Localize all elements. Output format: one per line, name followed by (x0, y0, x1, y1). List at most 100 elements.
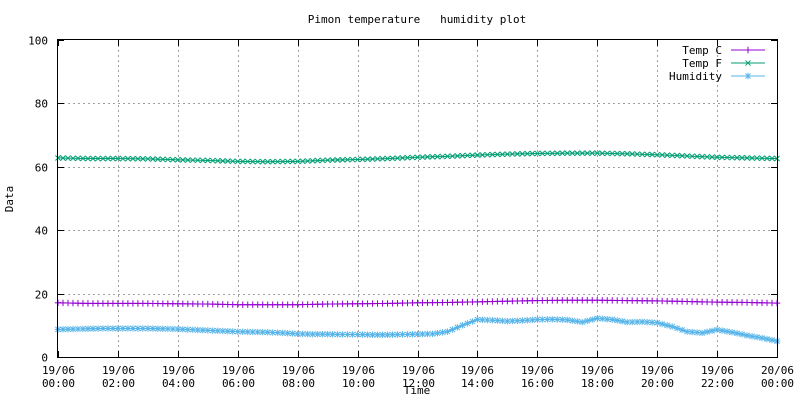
data-point (743, 332, 751, 339)
data-point (274, 158, 281, 165)
grid (58, 40, 777, 357)
data-point (579, 150, 586, 157)
x-tick-label-time: 18:00 (581, 377, 614, 390)
data-point (459, 322, 466, 329)
data-point (728, 329, 736, 336)
data-point (314, 157, 321, 164)
data-point (554, 150, 561, 157)
data-point (419, 154, 426, 161)
data-point (509, 151, 516, 157)
data-point (119, 155, 126, 162)
data-point (384, 155, 391, 162)
data-point (639, 151, 646, 158)
data-point (609, 150, 616, 157)
data-point (209, 157, 216, 164)
data-point (663, 322, 671, 329)
x-tick-label-date: 19/06 (402, 364, 435, 377)
data-point (704, 153, 711, 160)
data-point (234, 158, 241, 165)
data-point (154, 156, 161, 163)
data-point (539, 150, 546, 157)
legend-label: Temp F (682, 57, 722, 70)
data-point (264, 158, 271, 165)
data-point (684, 153, 691, 159)
data-point (544, 150, 551, 157)
x-tick-label-date: 20/06 (761, 364, 794, 377)
y-tick-label: 80 (35, 98, 48, 111)
data-point (219, 158, 226, 164)
data-point (609, 316, 616, 323)
data-point (464, 320, 471, 327)
data-point (524, 317, 531, 324)
data-point (469, 318, 476, 325)
data-point (434, 329, 441, 337)
data-point (599, 150, 606, 157)
data-point (514, 317, 521, 324)
x-tick-label-date: 19/06 (461, 364, 494, 377)
x-tick-label-date: 19/06 (222, 364, 255, 377)
data-point (614, 150, 621, 157)
x-tick-label-date: 19/06 (701, 364, 734, 377)
data-point (399, 331, 406, 338)
data-point (229, 158, 236, 165)
data-point (169, 156, 176, 163)
x-tick-label-time: 02:00 (102, 377, 135, 390)
data-point (454, 324, 461, 331)
data-point (134, 155, 141, 162)
data-point (564, 150, 571, 157)
data-point (59, 326, 67, 333)
data-point (244, 158, 251, 165)
data-point (769, 155, 775, 162)
data-point (589, 150, 596, 157)
data-point (184, 157, 191, 163)
x-tick-label-time: 00:00 (761, 377, 794, 390)
data-point (764, 155, 770, 162)
data-point (129, 155, 136, 162)
data-point (594, 150, 601, 157)
data-point (619, 318, 626, 325)
data-point (534, 150, 541, 157)
data-point (124, 325, 132, 332)
data-point (264, 329, 271, 336)
x-tick-label-time: 20:00 (641, 377, 674, 390)
y-tick-label: 20 (35, 289, 48, 302)
data-point (139, 155, 146, 162)
data-point (689, 153, 696, 160)
data-point (574, 318, 581, 325)
x-tick-label-time: 06:00 (222, 377, 255, 390)
data-point (354, 156, 361, 163)
data-point (638, 318, 646, 326)
data-point (654, 151, 661, 158)
data-point (369, 156, 376, 162)
data-point (339, 156, 346, 163)
series-layer (54, 150, 781, 345)
data-point (174, 156, 181, 163)
data-point (344, 156, 351, 163)
data-point (85, 155, 91, 162)
series-line (57, 317, 778, 342)
x-tick-label-date: 19/06 (162, 364, 195, 377)
x-tick-label-date: 19/06 (282, 364, 315, 377)
data-point (459, 152, 466, 159)
data-point (489, 317, 496, 324)
data-point (674, 152, 681, 159)
data-point (394, 155, 401, 162)
x-tick-label-time: 04:00 (162, 377, 195, 390)
data-point (614, 317, 621, 324)
data-point (629, 318, 636, 326)
data-point (449, 153, 456, 160)
data-point (349, 156, 356, 163)
data-point (584, 317, 591, 325)
data-point (479, 151, 486, 158)
data-point (713, 326, 721, 333)
data-point (239, 158, 246, 165)
data-point (314, 330, 321, 338)
data-point (194, 157, 201, 164)
data-point (329, 157, 336, 163)
data-point (404, 154, 411, 161)
data-point (759, 155, 765, 162)
x-tick-label-time: 08:00 (282, 377, 315, 390)
x-tick-label-date: 19/06 (641, 364, 674, 377)
